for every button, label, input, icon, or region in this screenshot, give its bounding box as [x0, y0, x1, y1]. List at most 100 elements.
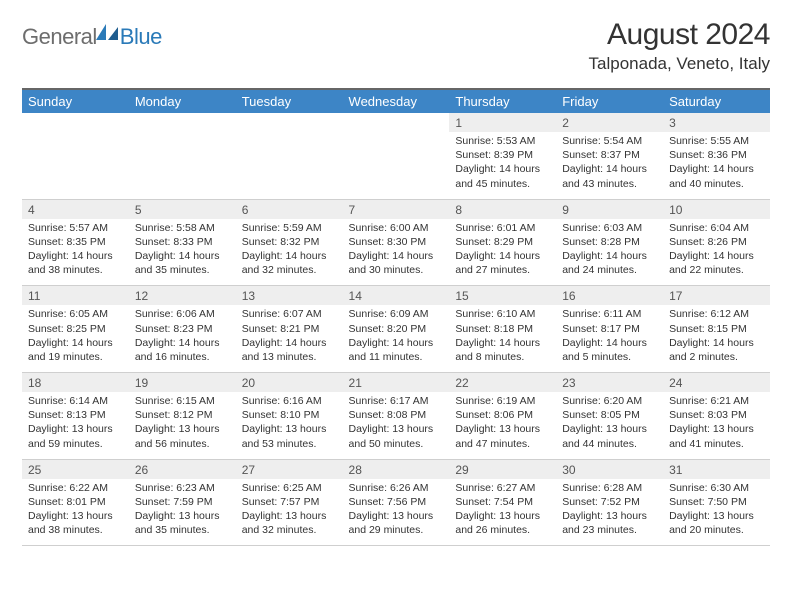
day-number-cell: 1	[449, 113, 556, 132]
sunset-text: Sunset: 7:54 PM	[455, 495, 550, 509]
detail-row: Sunrise: 6:14 AMSunset: 8:13 PMDaylight:…	[22, 392, 770, 459]
sunrise-text: Sunrise: 6:06 AM	[135, 307, 230, 321]
sunset-text: Sunset: 8:33 PM	[135, 235, 230, 249]
day-detail-cell: Sunrise: 6:06 AMSunset: 8:23 PMDaylight:…	[129, 305, 236, 372]
day-number-cell: 10	[663, 199, 770, 219]
day-number-cell: 3	[663, 113, 770, 132]
brand-right: Blue	[120, 24, 162, 50]
day-number-cell: 23	[556, 373, 663, 393]
sunset-text: Sunset: 8:12 PM	[135, 408, 230, 422]
day-detail-cell: Sunrise: 6:28 AMSunset: 7:52 PMDaylight:…	[556, 479, 663, 546]
day-detail-cell: Sunrise: 6:01 AMSunset: 8:29 PMDaylight:…	[449, 219, 556, 286]
day-detail-cell: Sunrise: 6:23 AMSunset: 7:59 PMDaylight:…	[129, 479, 236, 546]
day-number-cell: 25	[22, 459, 129, 479]
daylight-text: Daylight: 14 hours and 43 minutes.	[562, 162, 657, 190]
day-number-cell: 12	[129, 286, 236, 306]
daylight-text: Daylight: 13 hours and 53 minutes.	[242, 422, 337, 450]
day-detail-cell: Sunrise: 6:19 AMSunset: 8:06 PMDaylight:…	[449, 392, 556, 459]
daylight-text: Daylight: 13 hours and 41 minutes.	[669, 422, 764, 450]
day-number-cell: 16	[556, 286, 663, 306]
weekday-header: Tuesday	[236, 89, 343, 113]
sunset-text: Sunset: 7:56 PM	[349, 495, 444, 509]
sunrise-text: Sunrise: 6:25 AM	[242, 481, 337, 495]
detail-row: Sunrise: 5:53 AMSunset: 8:39 PMDaylight:…	[22, 132, 770, 199]
sunrise-text: Sunrise: 6:21 AM	[669, 394, 764, 408]
day-detail-cell: Sunrise: 6:25 AMSunset: 7:57 PMDaylight:…	[236, 479, 343, 546]
day-number-cell: 15	[449, 286, 556, 306]
sunset-text: Sunset: 8:21 PM	[242, 322, 337, 336]
sunrise-text: Sunrise: 6:20 AM	[562, 394, 657, 408]
day-number-cell: 4	[22, 199, 129, 219]
sunset-text: Sunset: 8:15 PM	[669, 322, 764, 336]
sunrise-text: Sunrise: 6:27 AM	[455, 481, 550, 495]
day-detail-cell: Sunrise: 6:17 AMSunset: 8:08 PMDaylight:…	[343, 392, 450, 459]
day-detail-cell: Sunrise: 6:11 AMSunset: 8:17 PMDaylight:…	[556, 305, 663, 372]
sunrise-text: Sunrise: 5:57 AM	[28, 221, 123, 235]
sunset-text: Sunset: 8:05 PM	[562, 408, 657, 422]
day-number-cell	[22, 113, 129, 132]
daylight-text: Daylight: 13 hours and 32 minutes.	[242, 509, 337, 537]
sunrise-text: Sunrise: 6:19 AM	[455, 394, 550, 408]
sunrise-text: Sunrise: 6:11 AM	[562, 307, 657, 321]
sunrise-text: Sunrise: 6:16 AM	[242, 394, 337, 408]
day-number-cell: 21	[343, 373, 450, 393]
sunset-text: Sunset: 7:57 PM	[242, 495, 337, 509]
sunset-text: Sunset: 8:01 PM	[28, 495, 123, 509]
day-number-cell: 19	[129, 373, 236, 393]
daylight-text: Daylight: 14 hours and 13 minutes.	[242, 336, 337, 364]
month-title: August 2024	[589, 18, 770, 52]
day-number-cell: 2	[556, 113, 663, 132]
sunset-text: Sunset: 8:36 PM	[669, 148, 764, 162]
day-number-cell: 24	[663, 373, 770, 393]
daylight-text: Daylight: 13 hours and 23 minutes.	[562, 509, 657, 537]
day-detail-cell: Sunrise: 6:03 AMSunset: 8:28 PMDaylight:…	[556, 219, 663, 286]
daynum-row: 45678910	[22, 199, 770, 219]
daylight-text: Daylight: 13 hours and 29 minutes.	[349, 509, 444, 537]
sunset-text: Sunset: 7:52 PM	[562, 495, 657, 509]
daynum-row: 123	[22, 113, 770, 132]
daynum-row: 25262728293031	[22, 459, 770, 479]
day-detail-cell	[236, 132, 343, 199]
day-detail-cell: Sunrise: 6:27 AMSunset: 7:54 PMDaylight:…	[449, 479, 556, 546]
sunrise-text: Sunrise: 6:15 AM	[135, 394, 230, 408]
day-number-cell: 31	[663, 459, 770, 479]
day-number-cell: 22	[449, 373, 556, 393]
day-detail-cell: Sunrise: 5:58 AMSunset: 8:33 PMDaylight:…	[129, 219, 236, 286]
sunset-text: Sunset: 8:28 PM	[562, 235, 657, 249]
sail-icon	[96, 24, 118, 40]
day-detail-cell: Sunrise: 6:05 AMSunset: 8:25 PMDaylight:…	[22, 305, 129, 372]
sunset-text: Sunset: 8:35 PM	[28, 235, 123, 249]
daynum-row: 11121314151617	[22, 286, 770, 306]
sunset-text: Sunset: 8:20 PM	[349, 322, 444, 336]
sunrise-text: Sunrise: 5:59 AM	[242, 221, 337, 235]
detail-row: Sunrise: 6:22 AMSunset: 8:01 PMDaylight:…	[22, 479, 770, 546]
sunset-text: Sunset: 8:23 PM	[135, 322, 230, 336]
day-detail-cell: Sunrise: 5:57 AMSunset: 8:35 PMDaylight:…	[22, 219, 129, 286]
day-detail-cell	[22, 132, 129, 199]
day-detail-cell: Sunrise: 6:12 AMSunset: 8:15 PMDaylight:…	[663, 305, 770, 372]
day-number-cell: 13	[236, 286, 343, 306]
day-number-cell: 26	[129, 459, 236, 479]
detail-row: Sunrise: 5:57 AMSunset: 8:35 PM Daylight:…	[22, 219, 770, 286]
day-detail-cell: Sunrise: 5:54 AMSunset: 8:37 PMDaylight:…	[556, 132, 663, 199]
calendar-table: Sunday Monday Tuesday Wednesday Thursday…	[22, 88, 770, 546]
sunset-text: Sunset: 8:18 PM	[455, 322, 550, 336]
day-number-cell: 29	[449, 459, 556, 479]
day-number-cell: 17	[663, 286, 770, 306]
day-number-cell	[343, 113, 450, 132]
sunset-text: Sunset: 7:50 PM	[669, 495, 764, 509]
weekday-header: Saturday	[663, 89, 770, 113]
day-number-cell: 9	[556, 199, 663, 219]
sunrise-text: Sunrise: 6:00 AM	[349, 221, 444, 235]
daylight-text: Daylight: 14 hours and 35 minutes.	[135, 249, 230, 277]
weekday-header: Friday	[556, 89, 663, 113]
sunset-text: Sunset: 8:32 PM	[242, 235, 337, 249]
day-number-cell: 14	[343, 286, 450, 306]
sunset-text: Sunset: 8:39 PM	[455, 148, 550, 162]
daylight-text: Daylight: 14 hours and 30 minutes.	[349, 249, 444, 277]
sunrise-text: Sunrise: 6:26 AM	[349, 481, 444, 495]
daylight-text: Daylight: 13 hours and 38 minutes.	[28, 509, 123, 537]
day-number-cell: 20	[236, 373, 343, 393]
sunset-text: Sunset: 8:29 PM	[455, 235, 550, 249]
daylight-text: Daylight: 14 hours and 16 minutes.	[135, 336, 230, 364]
